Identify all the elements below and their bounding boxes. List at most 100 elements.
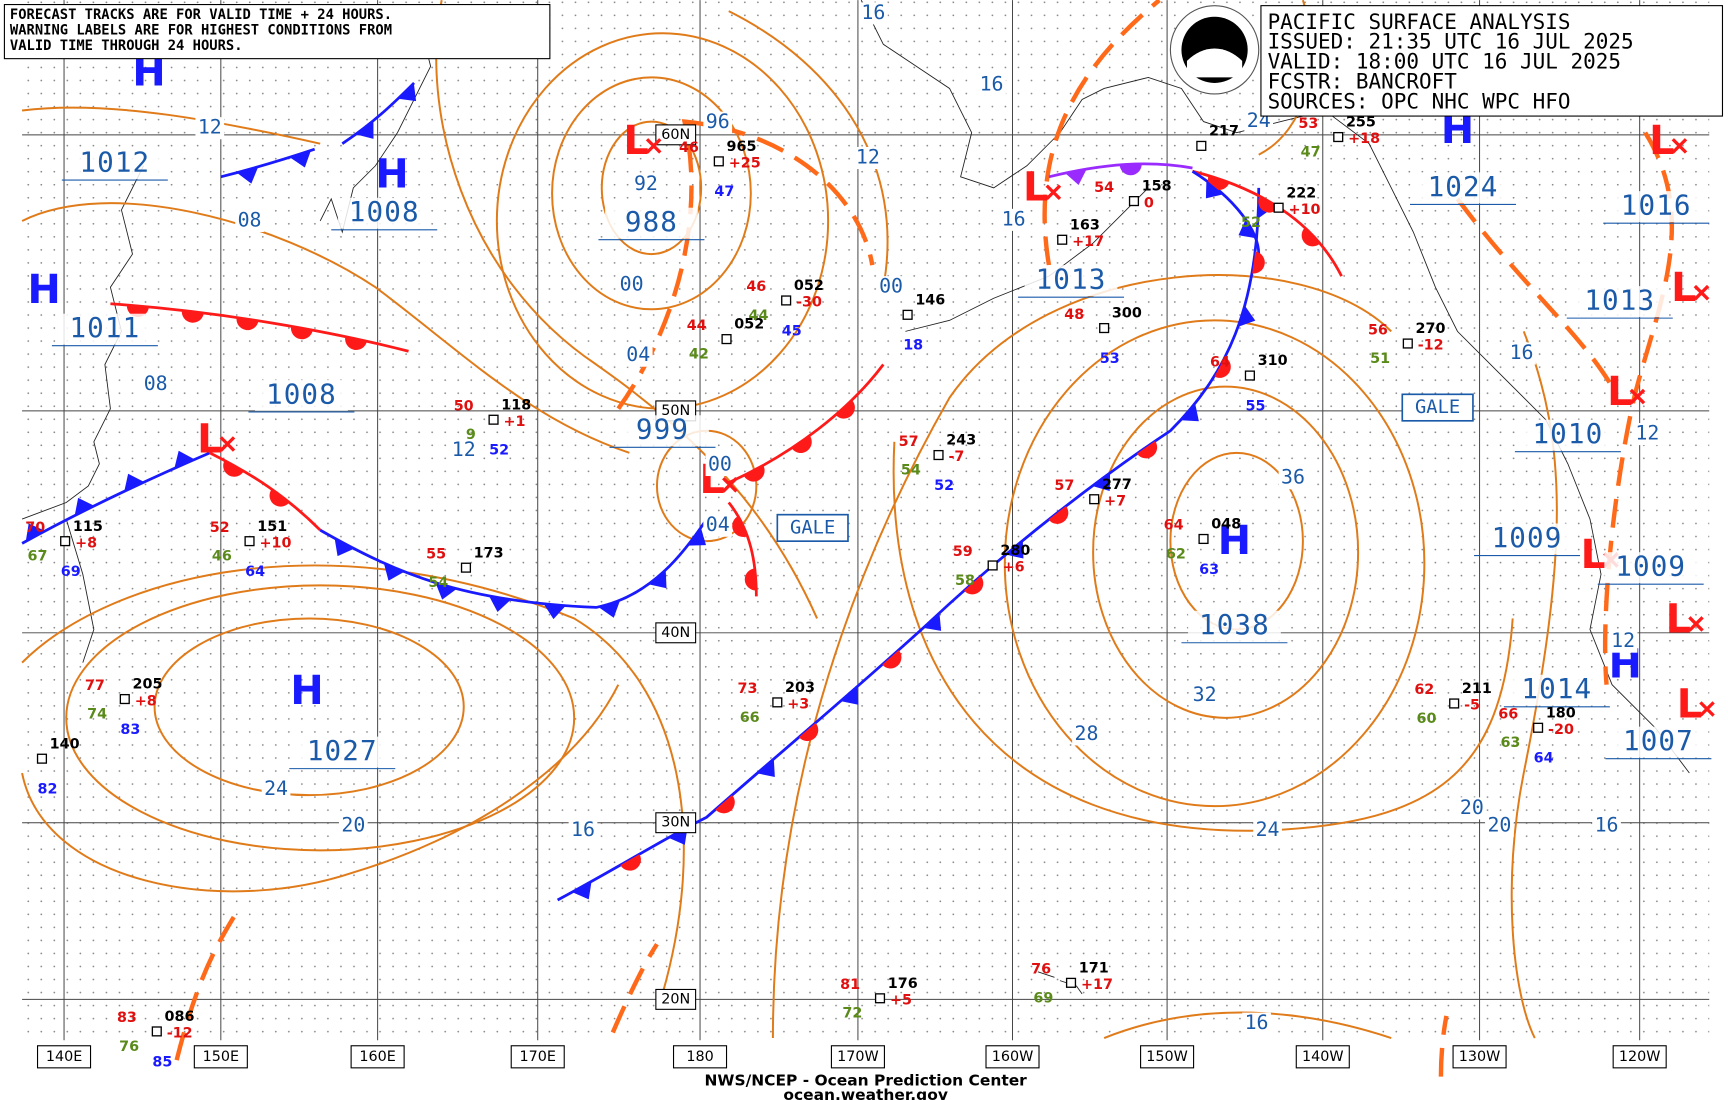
isobar-label-bg [703, 111, 733, 134]
central-pressure: 1008 [266, 377, 337, 410]
cold-front-symbol [840, 686, 859, 705]
cold-front-symbol [383, 563, 405, 581]
isobar-label-bg [705, 453, 735, 477]
header-box: PACIFIC SURFACE ANALYSIS ISSUED: 21:35 U… [1260, 5, 1724, 117]
isobar [600, 120, 703, 256]
lon-label: 150W [1146, 1049, 1188, 1065]
isobar [771, 274, 1514, 1039]
isobar-label-bg [859, 2, 888, 25]
isobar-label: 92 [634, 172, 658, 195]
isobar-label-bg [141, 373, 171, 396]
station-marker [1333, 131, 1344, 143]
station-marker [1402, 338, 1413, 349]
isobar-label: 16 [1595, 814, 1619, 837]
warm-front-symbol [1119, 163, 1142, 176]
warm-front-symbol [798, 722, 819, 742]
station-pressure: 163 [1070, 217, 1100, 233]
high-center: H [375, 151, 408, 197]
station-marker [36, 753, 48, 764]
station-wave: 52 [934, 478, 954, 494]
central-pressure: 999 [636, 413, 689, 446]
lon-label-box [1452, 1045, 1507, 1069]
isobar-label: 04 [706, 513, 730, 536]
isobar-label: 12 [452, 438, 476, 461]
station-dewpoint: 66 [740, 710, 760, 726]
pressure-label-bg [255, 379, 348, 411]
cold-front-symbol [289, 150, 311, 168]
low-center: L [1581, 532, 1606, 578]
warm-front [110, 302, 409, 353]
pressure-label-bg [1188, 610, 1281, 642]
station-temp: 55 [426, 546, 446, 562]
station-temp: 73 [737, 681, 757, 697]
station-pressure: 270 [1416, 321, 1446, 337]
station-temp: 76 [1031, 962, 1051, 978]
station-dewpoint: 42 [689, 347, 709, 363]
isobar-label-bg [235, 209, 264, 233]
high-center: H [28, 267, 61, 313]
station-wave: 52 [489, 443, 509, 459]
gale-box [1401, 393, 1474, 422]
lon-label-box [350, 1045, 405, 1069]
station-dewpoint: 47 [1301, 145, 1321, 161]
lat-label-box [655, 124, 697, 146]
lat-label: 30N [661, 815, 690, 831]
station-marker [119, 693, 130, 705]
low-center: L [1607, 369, 1632, 415]
isobar-label: 00 [708, 452, 732, 475]
trough [1042, 0, 1161, 266]
trough [174, 909, 1449, 1077]
isobar-label: 16 [1510, 341, 1534, 364]
lat-label: 20N [661, 991, 690, 1007]
isobar-label-bg [623, 344, 653, 367]
lat-label: 50N [661, 403, 690, 419]
low-center: L [1671, 265, 1696, 311]
cold-front-symbol [757, 758, 775, 777]
pressure-label-bg [1609, 191, 1703, 223]
station-marker [1533, 722, 1544, 733]
cold-front-symbol [174, 450, 195, 469]
station-pressure: 277 [1102, 477, 1132, 493]
lon-label-box [36, 1045, 92, 1069]
cold-front-symbol [543, 603, 566, 620]
lat-label-box [655, 812, 697, 834]
station-change: +3 [787, 697, 809, 713]
station-temp: 59 [953, 544, 973, 560]
station-marker [244, 536, 255, 547]
station-change: +5 [890, 992, 912, 1008]
central-pressure: 1008 [349, 195, 420, 228]
coast [319, 22, 432, 234]
station-marker [781, 295, 792, 306]
gale-label: GALE [790, 517, 835, 538]
station-change: +18 [1348, 131, 1380, 147]
cold-front-symbol [598, 600, 620, 618]
cold-front-symbol [398, 83, 417, 102]
station-temp: 44 [687, 318, 707, 334]
station-marker [772, 697, 783, 708]
station-dewpoint: 60 [1417, 711, 1437, 727]
station-temp: 52 [210, 520, 230, 536]
isobar-label: 32 [1193, 683, 1217, 706]
station-wave: 47 [714, 184, 734, 200]
pressure-label-bg [1604, 552, 1698, 584]
isobar-label-bg [1507, 342, 1536, 365]
station-marker [987, 560, 998, 571]
station-pressure: 052 [794, 278, 824, 294]
isobar-label-bg [1253, 819, 1282, 842]
station-temp: 46 [679, 140, 699, 156]
lat-label: 40N [661, 625, 690, 641]
station-dewpoint: 74 [87, 707, 107, 723]
notice-line: VALID TIME THROUGH 24 HOURS. [10, 38, 243, 54]
station-pressure: 310 [1258, 353, 1288, 369]
footer-agency: NWS/NCEP - Ocean Prediction Center [705, 1072, 1028, 1090]
cold-front-symbol [1180, 403, 1199, 422]
central-pressure: 1009 [1615, 550, 1686, 583]
station-wave: 63 [1199, 562, 1219, 578]
isobar-label-bg [1190, 684, 1219, 707]
station-marker [1449, 698, 1460, 709]
cold-front-symbol [572, 881, 592, 900]
isobar [551, 76, 752, 311]
isobar-label-bg [876, 276, 906, 299]
labels: 140E 150E 160E 170E 180 170W 160W 150W 140W 130W 1… [25, 1, 1715, 1070]
isobar-label: 20 [341, 814, 365, 837]
